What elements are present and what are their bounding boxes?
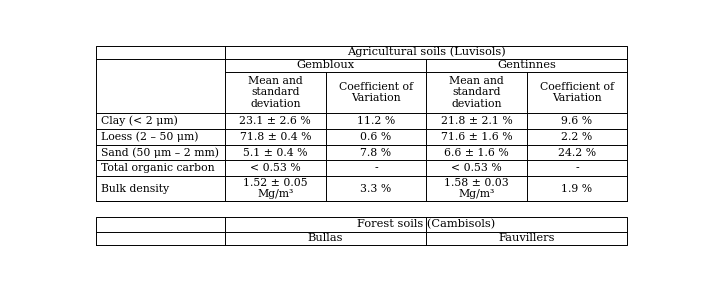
Text: Total organic carbon: Total organic carbon — [101, 163, 215, 173]
Text: Clay (< 2 μm): Clay (< 2 μm) — [101, 115, 178, 126]
Text: Agricultural soils (Luvisols): Agricultural soils (Luvisols) — [347, 47, 505, 57]
Text: 24.2 %: 24.2 % — [558, 148, 596, 158]
Text: 1.9 %: 1.9 % — [561, 184, 592, 194]
Text: 71.6 ± 1.6 %: 71.6 ± 1.6 % — [441, 132, 512, 142]
Text: 3.3 %: 3.3 % — [360, 184, 391, 194]
Text: 2.2 %: 2.2 % — [561, 132, 592, 142]
Text: < 0.53 %: < 0.53 % — [250, 163, 301, 173]
Text: -: - — [575, 163, 579, 173]
Text: Loess (2 – 50 μm): Loess (2 – 50 μm) — [101, 132, 198, 142]
Text: Mean and
standard
deviation: Mean and standard deviation — [449, 76, 504, 109]
Text: 1.58 ± 0.03
Mg/m³: 1.58 ± 0.03 Mg/m³ — [444, 178, 509, 199]
Text: Bulk density: Bulk density — [101, 184, 169, 194]
Text: Fauvillers: Fauvillers — [498, 233, 555, 243]
Text: Gentinnes: Gentinnes — [497, 60, 556, 70]
Text: -: - — [374, 163, 378, 173]
Text: < 0.53 %: < 0.53 % — [451, 163, 502, 173]
Text: Mean and
standard
deviation: Mean and standard deviation — [248, 76, 303, 109]
Text: Coefficient of
Variation: Coefficient of Variation — [540, 82, 614, 103]
Text: Forest soils (Cambisols): Forest soils (Cambisols) — [357, 219, 495, 230]
Text: 7.8 %: 7.8 % — [360, 148, 391, 158]
Text: Gembloux: Gembloux — [297, 60, 354, 70]
Text: 23.1 ± 2.6 %: 23.1 ± 2.6 % — [239, 116, 311, 126]
Text: 71.8 ± 0.4 %: 71.8 ± 0.4 % — [239, 132, 311, 142]
Text: 11.2 %: 11.2 % — [357, 116, 395, 126]
Text: 1.52 ± 0.05
Mg/m³: 1.52 ± 0.05 Mg/m³ — [243, 178, 308, 199]
Text: Coefficient of
Variation: Coefficient of Variation — [339, 82, 413, 103]
Text: Bullas: Bullas — [308, 233, 343, 243]
Text: 5.1 ± 0.4 %: 5.1 ± 0.4 % — [243, 148, 308, 158]
Text: 21.8 ± 2.1 %: 21.8 ± 2.1 % — [441, 116, 513, 126]
Text: 9.6 %: 9.6 % — [561, 116, 592, 126]
Text: Sand (50 μm – 2 mm): Sand (50 μm – 2 mm) — [101, 147, 219, 158]
Text: 6.6 ± 1.6 %: 6.6 ± 1.6 % — [444, 148, 509, 158]
Text: 0.6 %: 0.6 % — [360, 132, 391, 142]
